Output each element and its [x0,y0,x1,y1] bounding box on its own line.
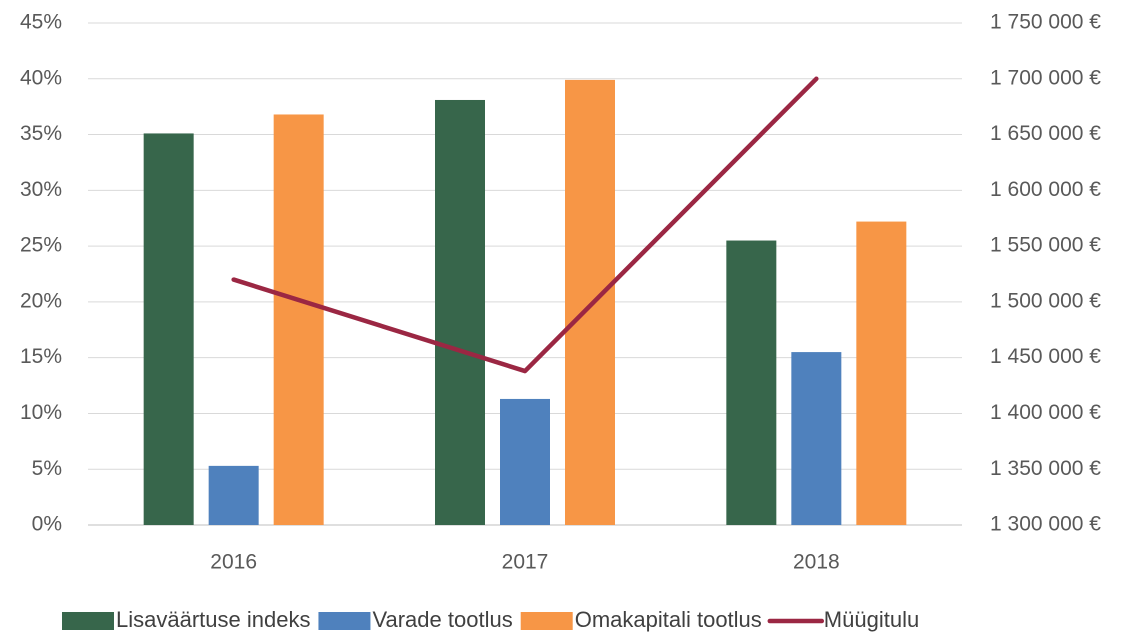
y2-tick-label: 1 300 000 € [990,513,1101,536]
y2-tick-label: 1 700 000 € [990,66,1101,89]
bar [565,79,615,525]
y-tick-label: 25% [20,234,62,257]
y-tick-label: 10% [20,401,62,424]
x-tick-label: 2018 [793,551,840,574]
y-tick-label: 40% [20,66,62,89]
y2-tick-label: 1 650 000 € [990,122,1101,145]
x-tick-label: 2017 [502,551,549,574]
bar [791,352,842,525]
legend-swatch [62,612,114,630]
y2-tick-label: 1 350 000 € [990,457,1101,480]
y-tick-label: 45% [20,11,62,34]
y-tick-label: 0% [32,513,62,536]
y-tick-label: 15% [20,345,62,368]
bar [273,114,324,525]
bar [500,398,550,525]
y-tick-label: 35% [20,122,62,145]
y2-tick-label: 1 550 000 € [990,234,1101,257]
y2-tick-label: 1 400 000 € [990,401,1101,424]
y2-tick-label: 1 600 000 € [990,178,1101,201]
legend-label: Varade tootlus [372,607,512,632]
legend-label: Omakapitali tootlus [575,607,762,632]
y2-tick-label: 1 500 000 € [990,289,1101,312]
y-tick-label: 30% [20,178,62,201]
x-tick-label: 2016 [210,551,257,574]
bar [435,99,485,526]
y2-tick-label: 1 750 000 € [990,11,1101,34]
bar [143,133,194,525]
line-series [231,76,819,374]
bar [856,221,907,525]
legend: Lisaväärtuse indeks Varade tootlus Omakapi… [62,607,919,632]
legend-swatch [520,612,573,630]
legend-swatch [318,612,371,630]
legend-label: Lisaväärtuse indeks [116,607,310,632]
y-tick-label: 20% [20,289,62,312]
bar [726,240,777,526]
y2-tick-label: 1 450 000 € [990,345,1101,368]
legend-label: Müügitulu [824,607,919,632]
bar [208,465,259,525]
y-tick-label: 5% [32,457,62,480]
